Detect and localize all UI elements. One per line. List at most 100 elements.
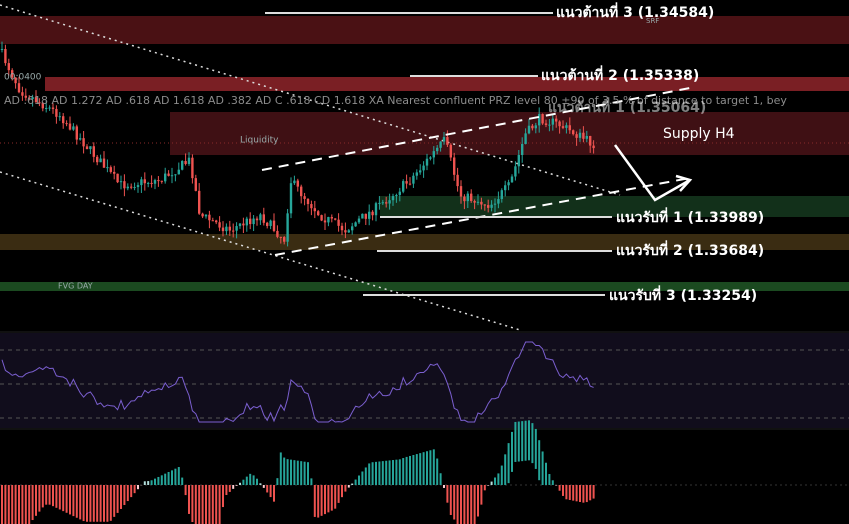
histogram-bar — [62, 485, 65, 512]
histogram-bar — [239, 482, 241, 485]
trendline — [0, 4, 621, 196]
candle-body — [398, 191, 401, 195]
candle-body — [45, 108, 48, 110]
histogram-bar — [235, 485, 238, 486]
resistance-label: แนวต้านที่ 1 (1.35064) — [548, 97, 706, 116]
histogram-bar — [555, 485, 558, 486]
histogram-bar — [96, 485, 99, 522]
histogram-bar — [310, 478, 313, 485]
candle-body — [221, 227, 225, 232]
histogram-bar — [426, 451, 428, 485]
candle-body — [262, 214, 265, 223]
histogram-bar — [517, 421, 520, 462]
candle-body — [565, 125, 568, 128]
candle-body — [568, 125, 571, 131]
histogram-bar — [194, 485, 197, 524]
trendline — [0, 171, 521, 331]
histogram-bar — [477, 485, 479, 517]
candle-body — [109, 167, 112, 172]
histogram-bar — [463, 485, 466, 524]
histogram-bar — [79, 485, 82, 520]
candle-body — [500, 190, 503, 200]
candle-body — [133, 187, 136, 189]
histogram-bar — [276, 478, 279, 485]
candle-body — [483, 204, 486, 206]
histogram-bar — [143, 481, 146, 485]
histogram-bar — [409, 455, 411, 485]
channel-line — [261, 87, 691, 171]
histogram-bar — [531, 423, 534, 464]
histogram-bar — [18, 485, 20, 524]
candle-body — [323, 220, 327, 223]
candle-body — [368, 211, 371, 219]
candle-body — [340, 225, 344, 231]
histogram-bar — [412, 455, 415, 485]
candle-body — [208, 214, 211, 221]
candle-body — [147, 182, 150, 184]
candle-body — [578, 132, 582, 138]
histogram-bar — [562, 485, 564, 496]
candle-body — [184, 161, 187, 164]
candle-body — [174, 174, 177, 176]
candle-body — [232, 230, 235, 232]
candle-body — [266, 222, 269, 226]
candle-body — [157, 180, 160, 182]
histogram-bar — [317, 485, 320, 518]
candle-body — [153, 180, 157, 184]
candle-body — [218, 222, 221, 228]
candle-body — [415, 172, 418, 176]
candle-body — [79, 138, 82, 140]
candle-body — [4, 49, 7, 64]
candle-body — [68, 123, 72, 130]
zone-supply — [170, 112, 849, 155]
histogram-bar — [364, 467, 367, 485]
histogram-bar — [565, 485, 568, 500]
candle-body — [463, 196, 466, 202]
histogram-bar — [582, 485, 585, 503]
histogram-bar — [375, 461, 377, 485]
histogram-bar — [395, 459, 398, 485]
candle-body — [544, 123, 548, 125]
histogram-bar — [347, 485, 350, 488]
histogram-bar — [303, 461, 306, 485]
histogram-bar — [109, 485, 112, 521]
candle-body — [351, 226, 354, 231]
candle-body — [347, 230, 350, 233]
candle-body — [534, 125, 537, 129]
candle-body — [514, 166, 517, 177]
candle-body — [252, 218, 255, 225]
histogram-bar — [286, 459, 289, 485]
candle-body — [293, 180, 296, 184]
candle-body — [160, 180, 163, 182]
histogram-bar — [133, 485, 136, 494]
candle-body — [432, 151, 435, 158]
candle-body — [412, 175, 415, 184]
candle-body — [177, 169, 180, 175]
candle-body — [191, 157, 194, 179]
histogram-bar — [259, 483, 262, 485]
candle-body — [558, 121, 561, 127]
histogram-bar — [290, 459, 292, 485]
histogram-bar — [388, 460, 391, 485]
candle-body — [538, 114, 541, 126]
candle-body — [0, 49, 4, 51]
candle-body — [72, 126, 75, 130]
histogram-bar — [324, 485, 326, 515]
histogram-bar — [572, 485, 575, 501]
candle-body — [215, 220, 218, 223]
candle-body — [357, 218, 361, 223]
histogram-bar — [494, 477, 496, 485]
candle-body — [34, 97, 38, 103]
histogram-bar — [449, 485, 452, 515]
candle-body — [167, 173, 170, 176]
candle-body — [385, 202, 388, 204]
candle-body — [303, 196, 306, 199]
histogram-bar — [300, 461, 303, 485]
histogram-bar — [415, 454, 418, 485]
candle-body — [58, 116, 61, 118]
candle-body — [102, 158, 106, 168]
histogram-bar — [256, 478, 258, 485]
histogram-bar — [171, 470, 173, 485]
candle-body — [555, 118, 558, 122]
histogram-bar — [205, 485, 207, 524]
